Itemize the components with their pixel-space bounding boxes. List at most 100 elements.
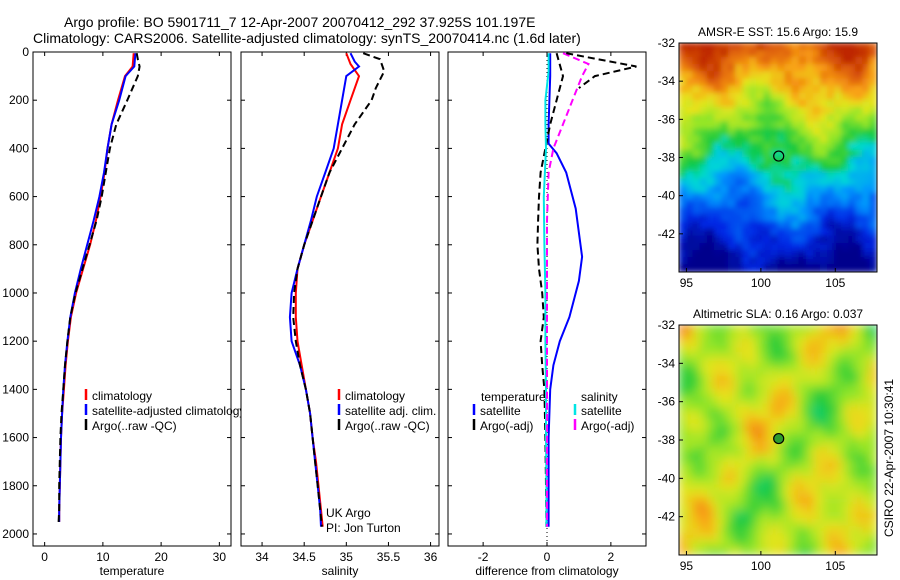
sst_map-cell	[819, 257, 828, 266]
sst_map-cell	[749, 242, 758, 252]
sla_map-cell	[862, 367, 871, 376]
sla_map-cell	[848, 374, 857, 383]
sst_map-cell	[685, 228, 694, 237]
sst_map-cell	[742, 92, 751, 101]
sst_map-cell	[869, 142, 877, 151]
sla_map-cell	[834, 403, 843, 412]
sst_map-cell	[706, 157, 715, 166]
sst_map-cell	[728, 171, 737, 180]
sst_map-cell	[706, 228, 715, 237]
sst_map-cell	[862, 49, 871, 58]
sst_map-cell	[784, 64, 793, 73]
sla_map-cell	[679, 540, 687, 549]
sst_map-cell	[869, 250, 877, 259]
sst_map-cell	[699, 221, 708, 230]
sst_map-cell	[834, 121, 843, 130]
sst_map-cell	[784, 85, 793, 94]
sla_map-cell	[770, 504, 779, 513]
sla_map-cell	[763, 489, 772, 498]
sst_map-cell	[742, 157, 751, 166]
sla_map-cell	[756, 417, 765, 427]
sst_map-cell	[841, 99, 850, 108]
sst_map-field-cells	[679, 43, 877, 272]
sst_map-cell	[784, 164, 793, 173]
sst_map-cell	[855, 114, 864, 123]
sla_map-cell	[706, 374, 715, 383]
sst_map-cell	[777, 56, 786, 65]
sla_map-cell	[679, 338, 687, 348]
sla_map-cell	[679, 489, 687, 498]
sla_map-cell	[728, 360, 737, 369]
sla_map-cell	[699, 425, 708, 434]
sst_map-cell	[763, 135, 772, 144]
sla_map-cell	[869, 497, 877, 506]
sla_map-cell	[706, 346, 715, 355]
sla_map-cell	[679, 511, 687, 520]
sst_map-cell	[735, 121, 744, 130]
sla_map-cell	[706, 497, 715, 506]
sla_map-cell	[834, 525, 843, 534]
sla_map-cell	[791, 403, 800, 412]
sla_map-cell	[706, 396, 715, 405]
sst_map-cell	[791, 114, 800, 123]
sst_map-cell	[692, 228, 701, 237]
sla_map-cell	[827, 482, 836, 491]
sst_map-cell	[841, 78, 850, 87]
sla_map-cell	[862, 489, 871, 498]
sst_map-cell	[742, 128, 751, 137]
sst_map-cell	[742, 56, 751, 65]
sla_map-cell	[805, 360, 814, 369]
sla_map-cell	[685, 403, 694, 412]
sst_map-cell	[777, 149, 786, 158]
sla_map-cell	[827, 532, 836, 542]
sla_map-cell	[720, 453, 729, 463]
sst_map-cell	[862, 242, 871, 252]
sla_map-cell	[749, 396, 758, 405]
sla_map-cell	[784, 432, 793, 441]
sla_map-cell	[784, 489, 793, 498]
sla_map-cell	[685, 525, 694, 534]
sla_map-cell	[791, 475, 800, 484]
sst_map-cell	[812, 235, 821, 244]
sla_map-cell	[791, 396, 800, 405]
sla_map-cell	[777, 482, 786, 491]
sst_map-cell	[770, 221, 779, 230]
sla_map-cell	[841, 453, 850, 463]
sst_map-ytick-label: -42	[658, 227, 676, 241]
sst_map-cell	[805, 128, 814, 137]
sst_map-cell	[720, 64, 729, 73]
sla_map-cell	[784, 331, 793, 340]
sst_map-cell	[770, 242, 779, 252]
sla_map-cell	[706, 518, 715, 527]
sst_map-cell	[862, 221, 871, 230]
sla_map-cell	[763, 425, 772, 434]
sla_map-cell	[784, 525, 793, 534]
sla_map-cell	[827, 511, 836, 520]
sla_map-cell	[706, 446, 715, 455]
sla_map-cell	[841, 497, 850, 506]
sla_map-cell	[720, 532, 729, 542]
sla_map-cell	[749, 403, 758, 412]
sst_map-cell	[798, 228, 807, 237]
sst_map-cell	[706, 114, 715, 123]
sla_map-cell	[805, 396, 814, 405]
sla_map-cell	[763, 374, 772, 383]
sst_map-cell	[735, 92, 744, 101]
sla_map-cell	[713, 453, 722, 463]
sla_map-cell	[798, 453, 807, 463]
sla_map-cell	[834, 325, 843, 333]
sst_map-cell	[706, 142, 715, 151]
sla_map-cell	[770, 331, 779, 340]
sla_map-cell	[834, 446, 843, 455]
sst_map-cell	[805, 257, 814, 266]
sst_map-cell	[869, 235, 877, 244]
sla_map-cell	[749, 425, 758, 434]
sla_map-cell	[798, 532, 807, 542]
sst_map-cell	[812, 128, 821, 137]
sla_map-cell	[819, 518, 828, 527]
sla_map-cell	[869, 410, 877, 419]
sla_map-cell	[855, 346, 864, 355]
sla_map-cell	[862, 338, 871, 348]
sla_map-cell	[848, 403, 857, 412]
sla_map-cell	[827, 346, 836, 355]
